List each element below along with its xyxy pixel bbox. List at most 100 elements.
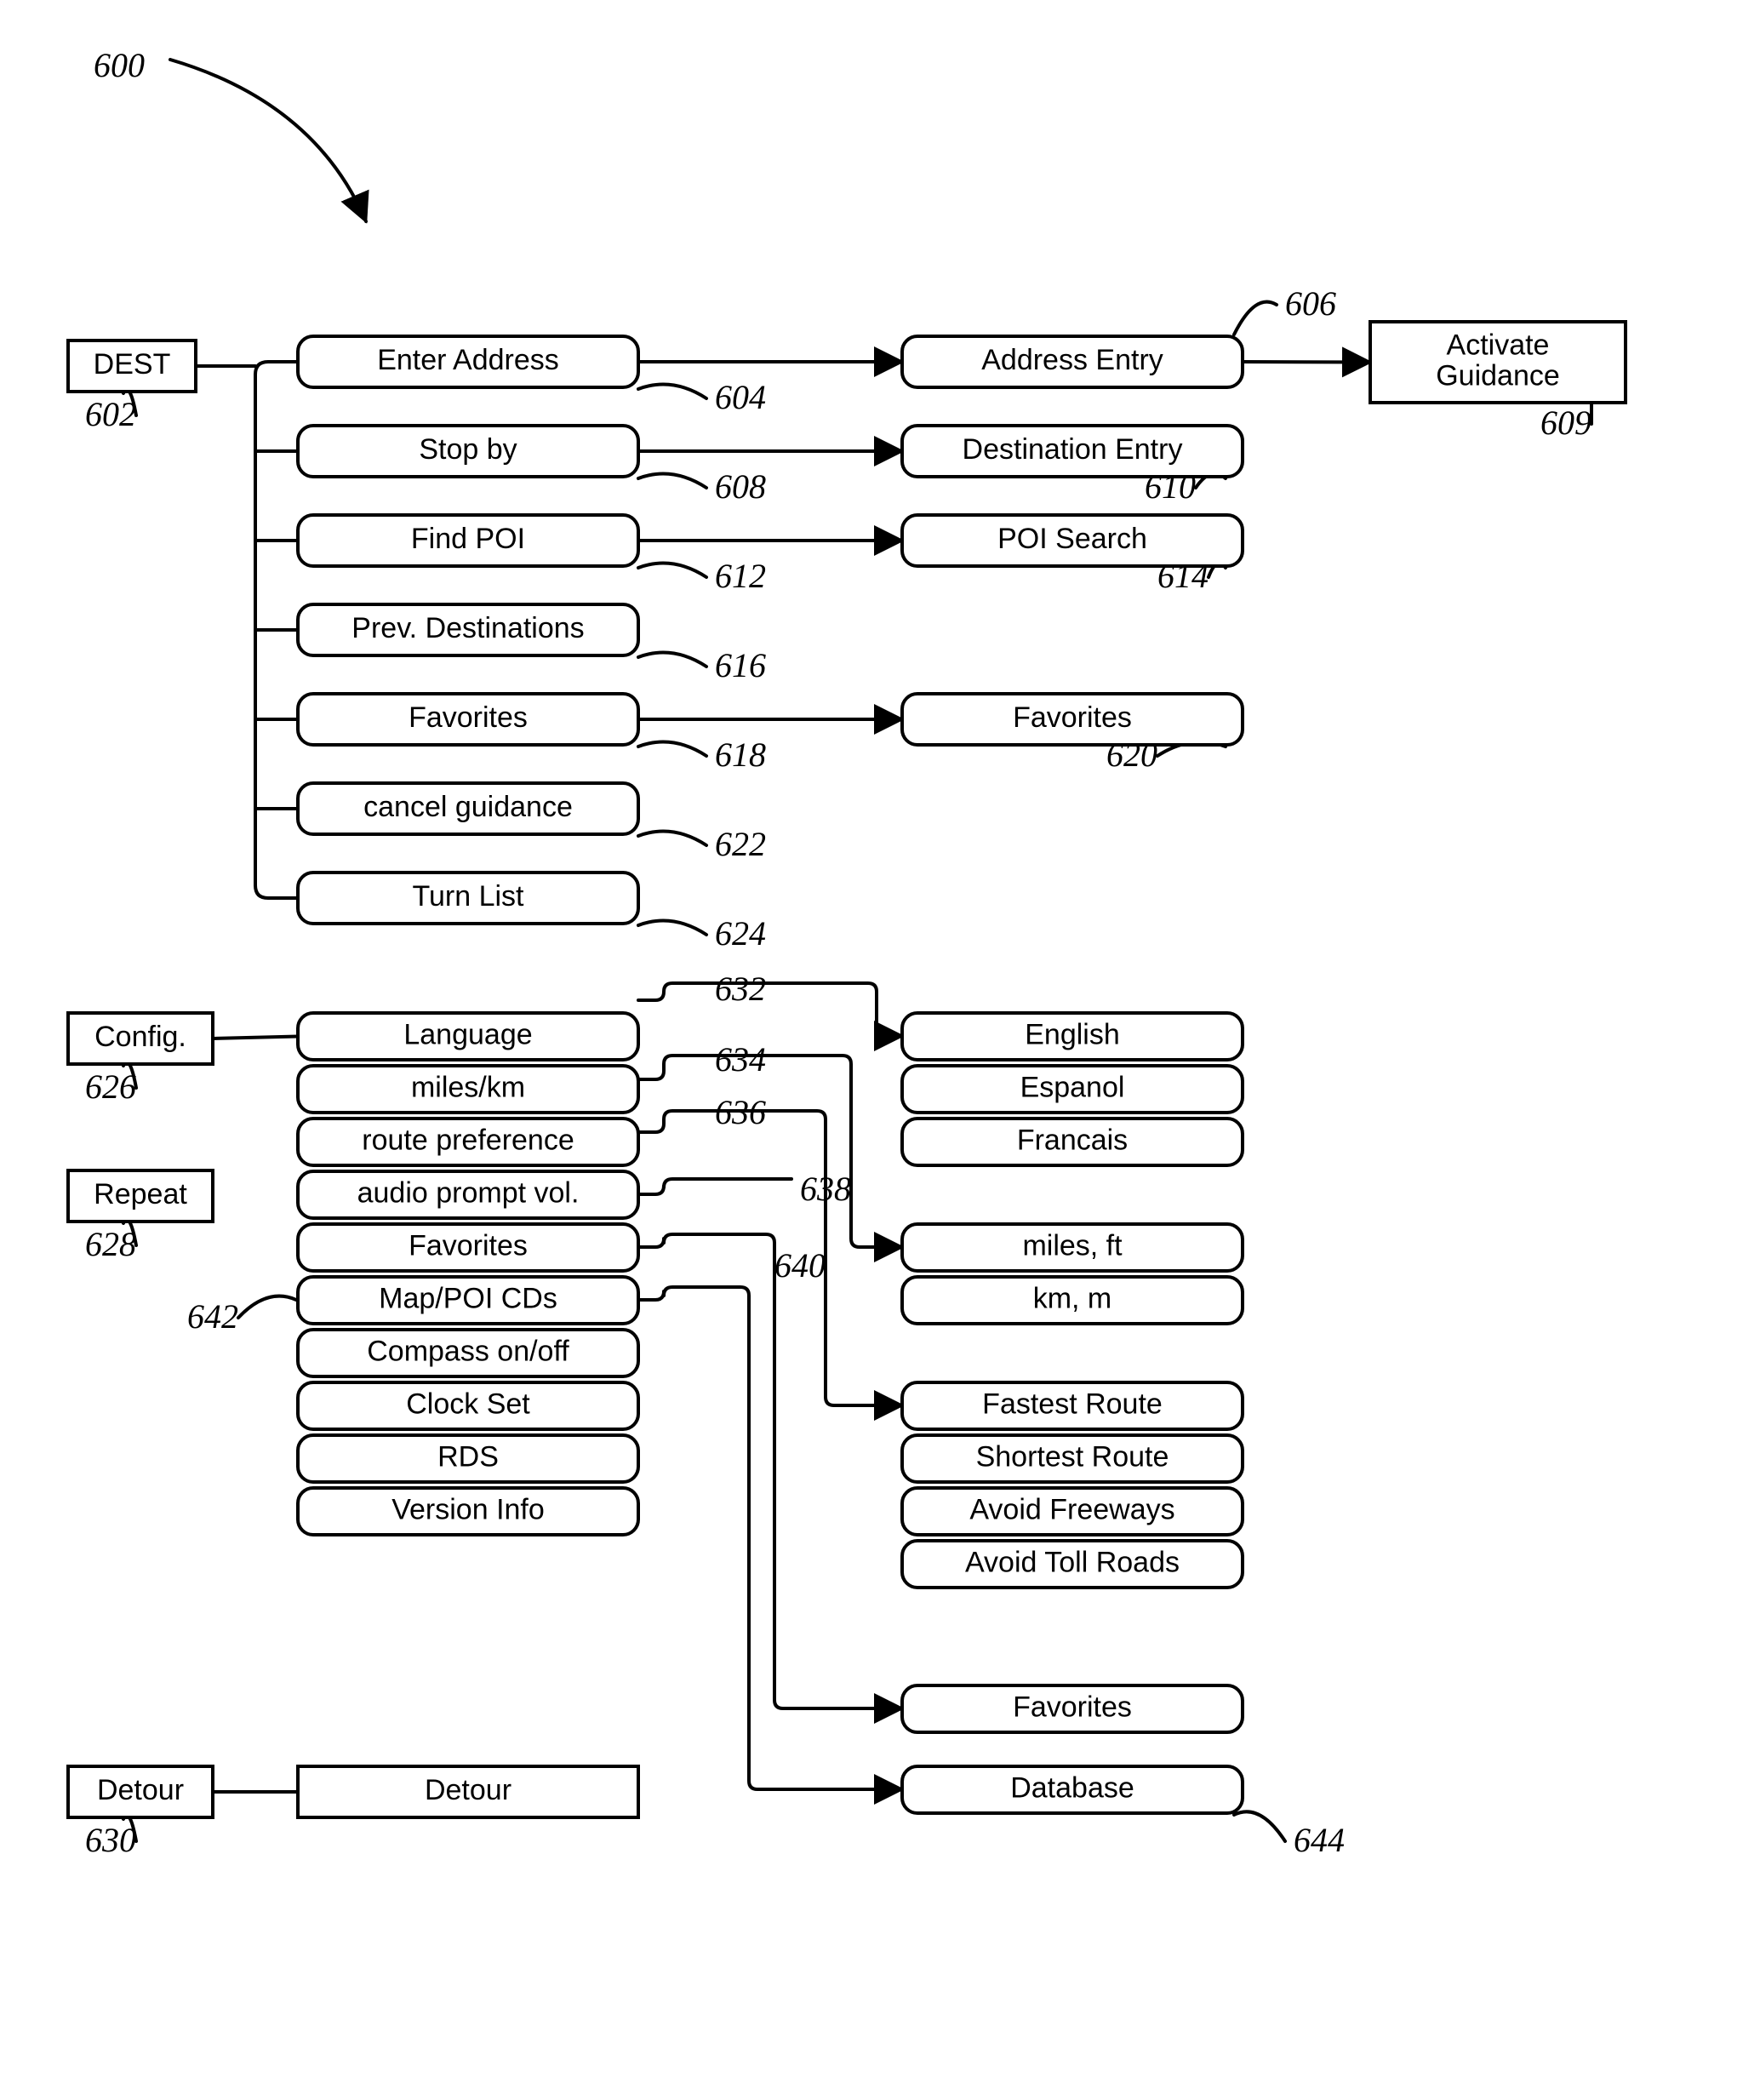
- node-turn_list: Turn List: [298, 873, 638, 924]
- node-label: route preference: [362, 1124, 574, 1156]
- node-find_poi: Find POI: [298, 515, 638, 566]
- node-label: Guidance: [1436, 359, 1560, 392]
- node-detour_btn: Detour: [68, 1766, 213, 1817]
- ref-number: 602: [85, 395, 136, 433]
- ref-leader: [638, 385, 706, 398]
- node-label: Francais: [1017, 1124, 1128, 1156]
- tree-branch: [255, 362, 298, 375]
- routed-connector: [638, 1287, 902, 1789]
- ref-number: 638: [800, 1170, 851, 1208]
- ref-leader: [1234, 302, 1277, 335]
- node-label: Favorites: [1013, 1691, 1132, 1723]
- node-label: Activate: [1447, 329, 1550, 361]
- ref-number: 609: [1540, 403, 1591, 442]
- ref-number: 610: [1145, 467, 1196, 506]
- node-activate: ActivateGuidance: [1370, 322, 1626, 403]
- node-miles_km: miles/km: [298, 1066, 638, 1113]
- node-label: Avoid Toll Roads: [965, 1546, 1180, 1578]
- node-label: Database: [1010, 1771, 1134, 1804]
- node-label: Favorites: [409, 1229, 528, 1262]
- node-version_info: Version Info: [298, 1488, 638, 1535]
- node-label: DEST: [94, 348, 171, 381]
- ref-number: 622: [715, 825, 766, 863]
- node-label: Language: [403, 1018, 532, 1050]
- node-label: Favorites: [1013, 701, 1132, 734]
- ref-number: 626: [85, 1067, 136, 1106]
- node-label: Version Info: [391, 1493, 545, 1525]
- node-label: Fastest Route: [982, 1388, 1163, 1420]
- ref-number: 644: [1294, 1821, 1345, 1859]
- ref-number: 632: [715, 970, 766, 1008]
- node-config: Config.: [68, 1013, 213, 1064]
- node-shortest: Shortest Route: [902, 1435, 1243, 1482]
- ref-number: 640: [774, 1246, 826, 1285]
- ref-leader: [638, 564, 706, 577]
- node-label: cancel guidance: [363, 791, 573, 823]
- routed-connector: [638, 1234, 902, 1708]
- node-label: Address Entry: [981, 344, 1163, 376]
- ref-leader: [1234, 1811, 1285, 1841]
- node-rds: RDS: [298, 1435, 638, 1482]
- node-dest: DEST: [68, 340, 196, 392]
- node-label: Repeat: [94, 1178, 187, 1210]
- ref-number: 612: [715, 557, 766, 595]
- node-prev_dest: Prev. Destinations: [298, 604, 638, 655]
- node-database: Database: [902, 1766, 1243, 1813]
- ref-number: 616: [715, 646, 766, 684]
- routed-connector: [638, 1179, 791, 1194]
- node-label: POI Search: [997, 523, 1147, 555]
- menu-tree-diagram: DEST Enter Address Stop by Find POI Prev. De…: [0, 0, 1760, 2100]
- figure-ref: 600: [94, 46, 145, 84]
- ref-number: 628: [85, 1225, 136, 1263]
- node-label: English: [1025, 1018, 1120, 1050]
- node-label: Detour: [97, 1774, 184, 1806]
- node-label: Clock Set: [406, 1388, 530, 1420]
- node-clock_set: Clock Set: [298, 1382, 638, 1429]
- node-stop_by: Stop by: [298, 426, 638, 477]
- node-map_poi_cds: Map/POI CDs: [298, 1277, 638, 1324]
- node-label: miles/km: [411, 1071, 525, 1103]
- node-language: Language: [298, 1013, 638, 1060]
- ref-leader: [638, 653, 706, 667]
- node-label: Map/POI CDs: [379, 1282, 557, 1314]
- node-fastest: Fastest Route: [902, 1382, 1243, 1429]
- node-audio_vol: audio prompt vol.: [298, 1171, 638, 1218]
- node-favorites_cfg: Favorites: [298, 1224, 638, 1271]
- ref-leader: [638, 921, 706, 935]
- node-label: audio prompt vol.: [357, 1176, 580, 1209]
- node-label: Shortest Route: [976, 1440, 1169, 1473]
- node-avoid_toll: Avoid Toll Roads: [902, 1541, 1243, 1588]
- node-label: Enter Address: [377, 344, 559, 376]
- ref-leader: [638, 742, 706, 756]
- ref-number: 606: [1285, 284, 1336, 323]
- node-favorites_dest: Favorites: [298, 694, 638, 745]
- routed-connector: [638, 983, 902, 1036]
- node-label: Prev. Destinations: [351, 612, 584, 644]
- node-avoid_fwy: Avoid Freeways: [902, 1488, 1243, 1535]
- node-label: Stop by: [419, 433, 517, 466]
- ref-leader: [638, 832, 706, 845]
- ref-number: 642: [187, 1297, 238, 1336]
- ref-number: 636: [715, 1093, 766, 1131]
- node-enter_address: Enter Address: [298, 336, 638, 387]
- connector-line: [213, 1037, 298, 1039]
- node-miles_ft: miles, ft: [902, 1224, 1243, 1271]
- node-address_entry: Address Entry: [902, 336, 1243, 387]
- ref-number: 624: [715, 914, 766, 953]
- node-label: RDS: [437, 1440, 499, 1473]
- ref-number: 620: [1106, 735, 1157, 774]
- node-label: Detour: [425, 1774, 511, 1806]
- node-english: English: [902, 1013, 1243, 1060]
- node-repeat: Repeat: [68, 1170, 213, 1222]
- ref-leader: [238, 1296, 296, 1318]
- node-label: Compass on/off: [367, 1335, 569, 1367]
- routed-connector: [638, 1056, 902, 1247]
- node-label: km, m: [1033, 1282, 1112, 1314]
- node-label: Favorites: [409, 701, 528, 734]
- node-label: Find POI: [411, 523, 525, 555]
- node-detour_out: Detour: [298, 1766, 638, 1817]
- node-label: Espanol: [1020, 1071, 1125, 1103]
- node-label: Destination Entry: [963, 433, 1183, 466]
- node-label: Turn List: [412, 880, 524, 913]
- ref-leader: [638, 474, 706, 488]
